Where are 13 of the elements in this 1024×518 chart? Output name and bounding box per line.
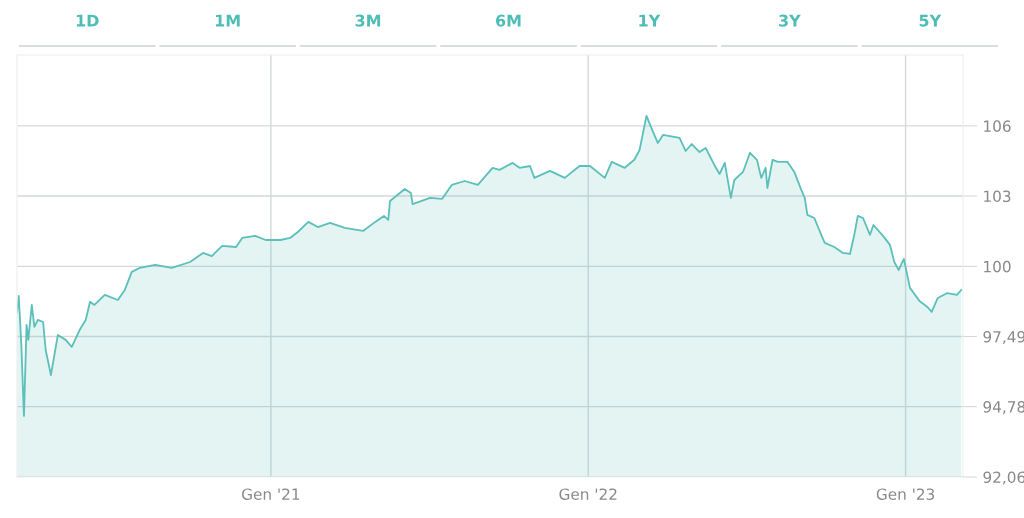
text: 1D bbox=[76, 14, 99, 27]
x-tick-label: Gen '23 bbox=[876, 488, 935, 500]
text: 5Y bbox=[919, 14, 942, 27]
x-tick-label: Gen '22 bbox=[559, 488, 617, 500]
text: 6M bbox=[495, 14, 521, 27]
text: 1Y bbox=[639, 14, 661, 27]
y-tick-label: 103 bbox=[984, 190, 1011, 203]
text: 3M bbox=[355, 14, 381, 27]
y-tick-label: 100 bbox=[984, 260, 1011, 273]
x-tick-label: Gen '21 bbox=[242, 488, 300, 500]
y-tick-label: 106 bbox=[984, 120, 1011, 132]
text: 1M bbox=[215, 14, 240, 27]
text: 3Y bbox=[779, 14, 801, 27]
